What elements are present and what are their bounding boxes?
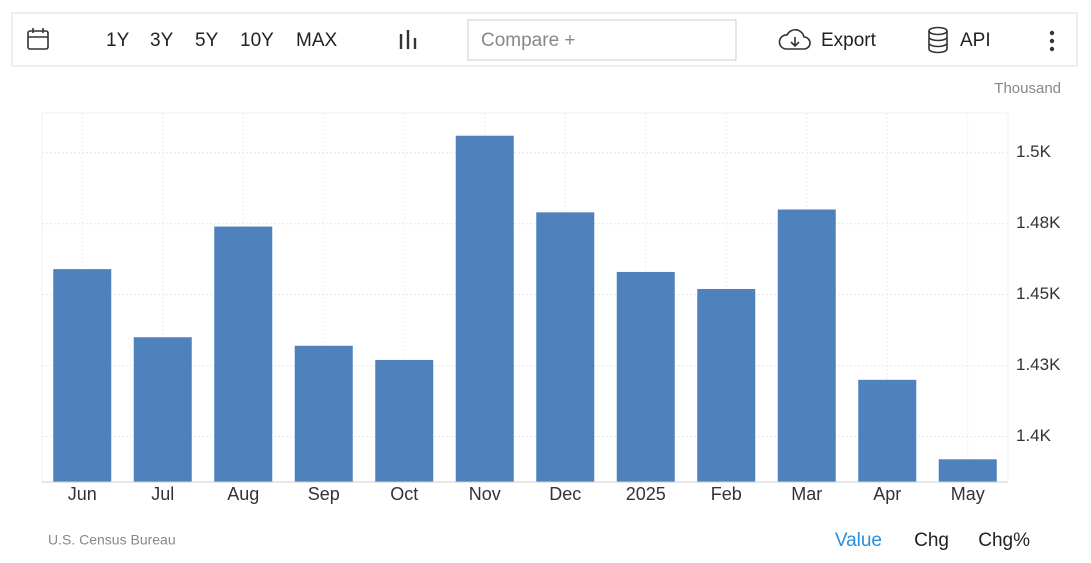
source: U.S. Census Bureau bbox=[48, 532, 176, 548]
range-button[interactable]: 1Y bbox=[106, 30, 130, 51]
range-button[interactable]: 5Y bbox=[195, 30, 219, 51]
range-button[interactable]: 3Y bbox=[150, 30, 174, 51]
bar bbox=[214, 226, 273, 482]
y-tick-label: 1.4K bbox=[1016, 426, 1052, 445]
x-tick-label: Apr bbox=[873, 484, 901, 504]
bar bbox=[938, 459, 997, 482]
view-tab[interactable]: Value bbox=[835, 530, 882, 551]
x-tick-label: Mar bbox=[791, 484, 822, 504]
bar bbox=[777, 209, 836, 482]
compare-placeholder: Compare + bbox=[481, 30, 576, 51]
bar bbox=[536, 212, 595, 482]
x-tick-label: Aug bbox=[227, 484, 259, 504]
bar bbox=[858, 379, 917, 482]
compare-input[interactable] bbox=[467, 19, 737, 61]
bar bbox=[455, 135, 514, 482]
export-icon bbox=[778, 29, 811, 50]
export-arrow bbox=[790, 37, 800, 48]
y-tick-label: 1.48K bbox=[1016, 213, 1061, 232]
bar bbox=[616, 271, 675, 482]
x-tick-label: Dec bbox=[549, 484, 581, 504]
api-button[interactable]: API bbox=[960, 30, 991, 51]
bar bbox=[133, 337, 192, 482]
chart-type-icon[interactable] bbox=[399, 30, 417, 49]
view-tab[interactable]: Chg% bbox=[978, 530, 1030, 551]
calendar-icon[interactable] bbox=[27, 28, 49, 50]
api-icon bbox=[928, 26, 948, 54]
y-tick-label: 1.5K bbox=[1016, 142, 1052, 161]
x-tick-label: Nov bbox=[469, 484, 501, 504]
bar bbox=[375, 359, 434, 482]
view-tab[interactable]: Chg bbox=[914, 530, 949, 551]
x-tick-label: 2025 bbox=[626, 484, 666, 504]
export-button[interactable]: Export bbox=[821, 30, 877, 51]
x-tick-label: Feb bbox=[711, 484, 742, 504]
unit-label: Thousand bbox=[994, 80, 1061, 97]
x-tick-label: Oct bbox=[390, 484, 418, 504]
range-button[interactable]: 10Y bbox=[240, 30, 274, 51]
bar bbox=[53, 269, 112, 482]
x-tick-label: Sep bbox=[308, 484, 340, 504]
x-tick-label: Jun bbox=[68, 484, 97, 504]
y-tick-label: 1.45K bbox=[1016, 284, 1061, 303]
menu-icon[interactable] bbox=[1049, 30, 1055, 52]
bar bbox=[697, 288, 756, 482]
y-tick-label: 1.43K bbox=[1016, 355, 1061, 374]
x-tick-label: Jul bbox=[151, 484, 174, 504]
x-tick-label: May bbox=[951, 484, 985, 504]
range-button[interactable]: MAX bbox=[296, 30, 338, 51]
bar bbox=[294, 345, 353, 482]
